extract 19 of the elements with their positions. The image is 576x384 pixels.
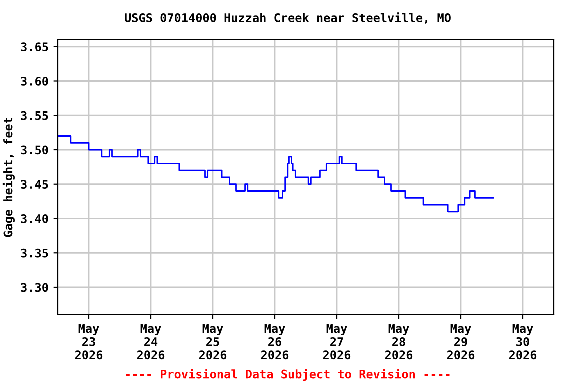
x-tick-label: May 25 2026 [199,324,227,360]
x-tick-label: May 23 2026 [75,324,103,360]
y-tick-label: 3.65 [21,42,48,52]
x-tick-label: May 29 2026 [447,324,475,360]
text: ---- Provisional Data Subject to Revision ---- [126,368,450,382]
x-tick-label: May 26 2026 [261,324,289,360]
chart-title: USGS 07014000 Huzzah Creek near Steelville, MO [125,12,451,24]
y-tick-label: 3.35 [21,248,48,258]
y-tick-label: 3.45 [21,180,48,190]
y-tick-label: 3.55 [21,111,48,120]
x-tick-label: May 24 2026 [137,324,165,360]
y-tick-label: 3.50 [21,146,48,155]
y-tick-label: 3.30 [21,283,48,292]
x-tick-label: May 28 2026 [385,324,413,360]
y-tick-label: 3.60 [21,76,48,86]
y-axis-title: Gage height, feet [2,118,15,238]
y-tick-label: 3.40 [21,214,48,224]
x-tick-label: May 27 2026 [323,324,351,360]
x-tick-label: May 30 2026 [509,324,537,360]
